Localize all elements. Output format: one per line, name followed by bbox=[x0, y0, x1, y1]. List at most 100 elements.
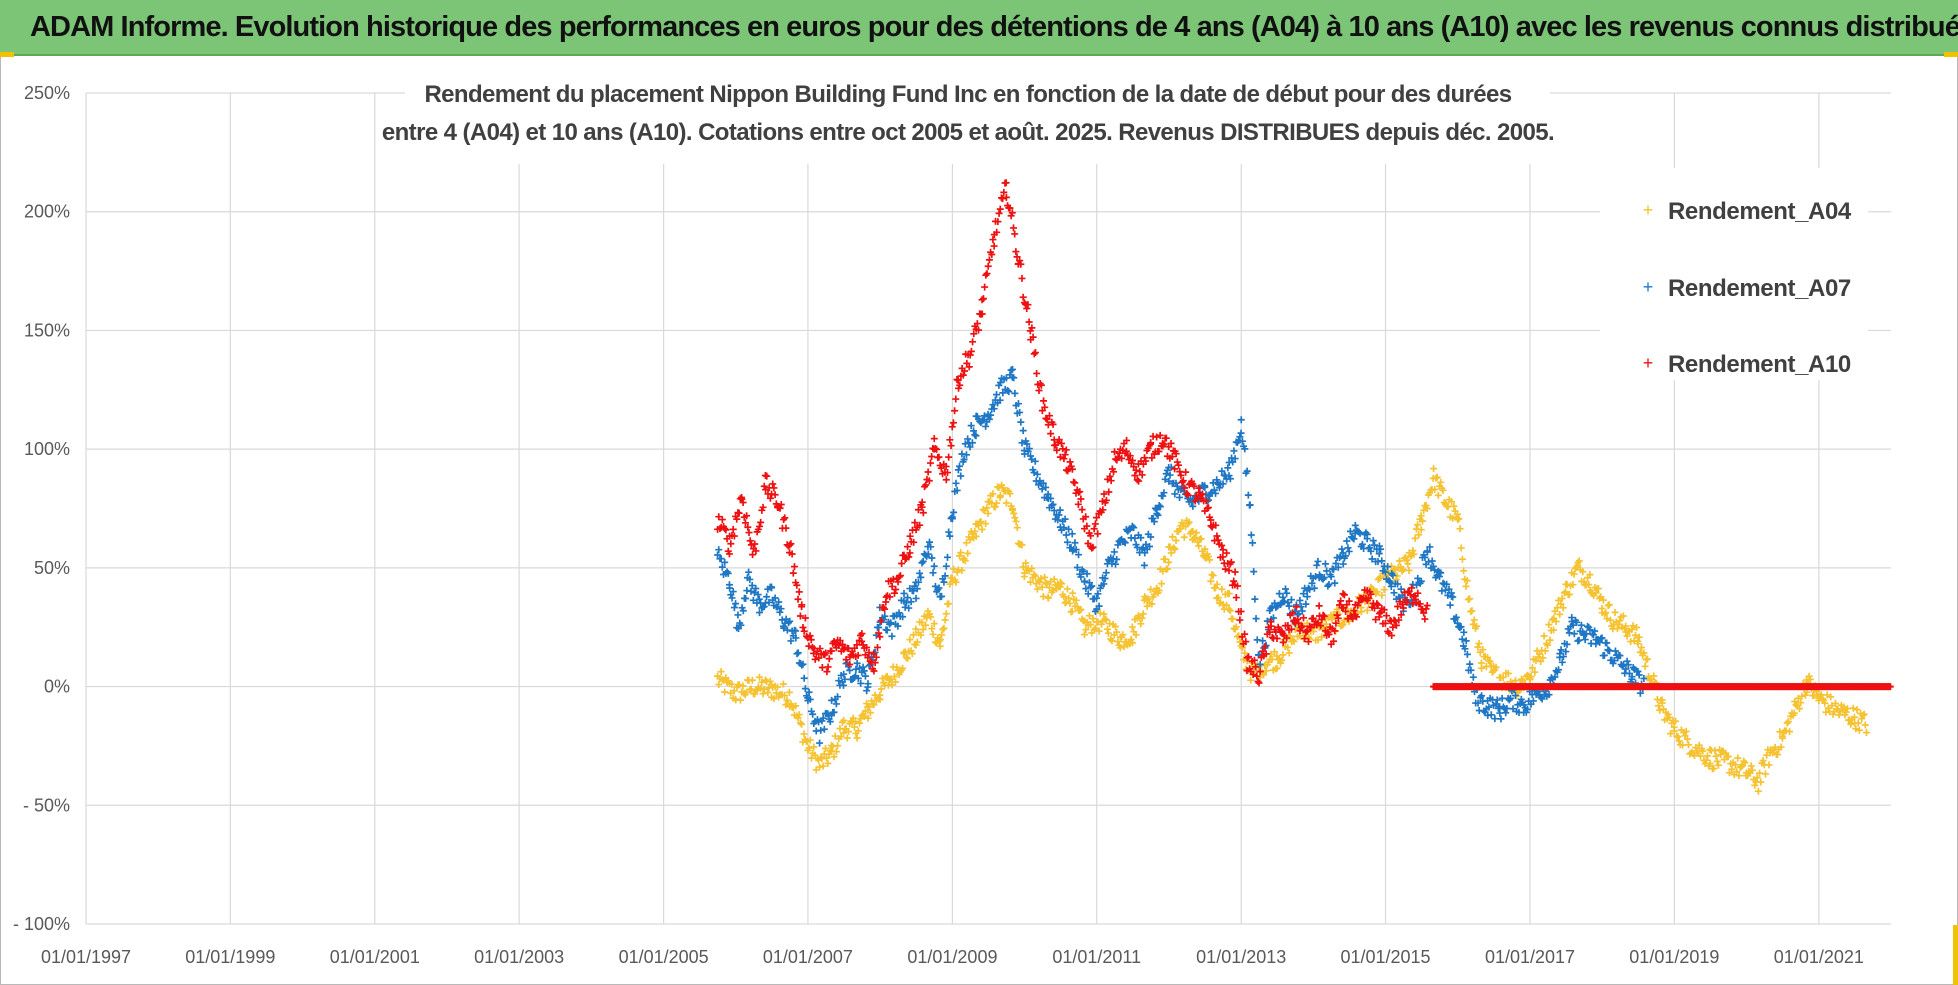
data-point bbox=[1415, 531, 1423, 539]
data-point bbox=[1733, 768, 1741, 776]
data-point bbox=[718, 563, 726, 571]
data-point bbox=[834, 693, 842, 701]
data-point bbox=[1251, 595, 1259, 603]
data-point bbox=[1056, 506, 1064, 514]
data-point bbox=[925, 538, 933, 546]
data-point bbox=[1284, 621, 1292, 629]
data-point bbox=[942, 562, 950, 570]
data-point bbox=[1085, 612, 1093, 620]
data-point bbox=[781, 692, 789, 700]
data-point bbox=[836, 637, 844, 645]
data-point bbox=[922, 481, 930, 489]
data-point bbox=[1221, 565, 1229, 573]
data-point bbox=[1190, 535, 1198, 543]
data-point bbox=[718, 675, 726, 683]
data-point bbox=[1247, 531, 1255, 539]
data-point bbox=[805, 744, 813, 752]
data-point bbox=[936, 636, 944, 644]
data-point bbox=[1598, 634, 1606, 642]
data-point bbox=[1011, 230, 1019, 238]
data-point bbox=[1523, 705, 1531, 713]
data-point bbox=[1130, 524, 1138, 532]
data-point bbox=[1148, 600, 1156, 608]
data-point bbox=[1241, 630, 1249, 638]
data-point bbox=[1048, 502, 1056, 510]
data-point bbox=[908, 650, 916, 658]
data-point bbox=[1202, 497, 1210, 505]
data-point bbox=[1214, 536, 1222, 544]
data-point bbox=[1039, 479, 1047, 487]
data-point bbox=[972, 532, 980, 540]
data-point bbox=[715, 513, 723, 521]
data-point bbox=[1106, 472, 1114, 480]
data-point bbox=[982, 422, 990, 430]
data-point bbox=[1790, 709, 1798, 717]
data-point bbox=[1502, 709, 1510, 717]
y-tick-label: 150% bbox=[24, 320, 70, 340]
data-point bbox=[1403, 598, 1411, 606]
data-point bbox=[1005, 388, 1013, 396]
data-point bbox=[1252, 663, 1260, 671]
data-point bbox=[1559, 653, 1567, 661]
data-point bbox=[1306, 585, 1314, 593]
data-point bbox=[840, 716, 848, 724]
data-point bbox=[892, 586, 900, 594]
data-point bbox=[1018, 274, 1026, 282]
data-point bbox=[1068, 465, 1076, 473]
data-point bbox=[871, 659, 879, 667]
data-point bbox=[1470, 616, 1478, 624]
data-point bbox=[1487, 711, 1495, 719]
data-point bbox=[1332, 619, 1340, 627]
data-point bbox=[910, 538, 918, 546]
data-point bbox=[1286, 632, 1294, 640]
data-point bbox=[1176, 468, 1184, 476]
data-point bbox=[1219, 553, 1227, 561]
data-point bbox=[1068, 607, 1076, 615]
legend-item-a10: + Rendement_A10 bbox=[1643, 351, 1852, 378]
data-point bbox=[1557, 600, 1565, 608]
data-point bbox=[1490, 667, 1498, 675]
data-point bbox=[1033, 585, 1041, 593]
data-point bbox=[1054, 516, 1062, 524]
data-point bbox=[1062, 446, 1070, 454]
data-point bbox=[1423, 548, 1431, 556]
data-point bbox=[837, 733, 845, 741]
data-point bbox=[1237, 429, 1245, 437]
data-point bbox=[1058, 580, 1066, 588]
data-point bbox=[795, 711, 803, 719]
data-point bbox=[1437, 478, 1445, 486]
data-point bbox=[1111, 448, 1119, 456]
data-point bbox=[1071, 479, 1079, 487]
data-point bbox=[888, 582, 896, 590]
data-point bbox=[1852, 725, 1860, 733]
data-point bbox=[1236, 616, 1244, 624]
data-point bbox=[859, 663, 867, 671]
data-point bbox=[906, 636, 914, 644]
data-point bbox=[1062, 531, 1070, 539]
data-point bbox=[1130, 463, 1138, 471]
data-point bbox=[810, 645, 818, 653]
data-point bbox=[865, 703, 873, 711]
data-point bbox=[987, 411, 995, 419]
data-point bbox=[1355, 528, 1363, 536]
data-point bbox=[1823, 691, 1831, 699]
data-point bbox=[745, 568, 753, 576]
y-tick-label: - 100% bbox=[13, 914, 70, 934]
data-point bbox=[1380, 586, 1388, 594]
data-point bbox=[1318, 633, 1326, 641]
data-point bbox=[866, 709, 874, 717]
data-point bbox=[1422, 605, 1430, 613]
data-point bbox=[896, 572, 904, 580]
data-point bbox=[1683, 735, 1691, 743]
data-point bbox=[1095, 602, 1103, 610]
data-point bbox=[1339, 620, 1347, 628]
data-point bbox=[1256, 668, 1264, 676]
legend-item-a07: + Rendement_A07 bbox=[1643, 275, 1852, 302]
data-point bbox=[1065, 525, 1073, 533]
data-point bbox=[1558, 595, 1566, 603]
data-point bbox=[1159, 492, 1167, 500]
data-point bbox=[887, 675, 895, 683]
data-point bbox=[945, 528, 953, 536]
data-point bbox=[771, 594, 779, 602]
data-point bbox=[1828, 702, 1836, 710]
